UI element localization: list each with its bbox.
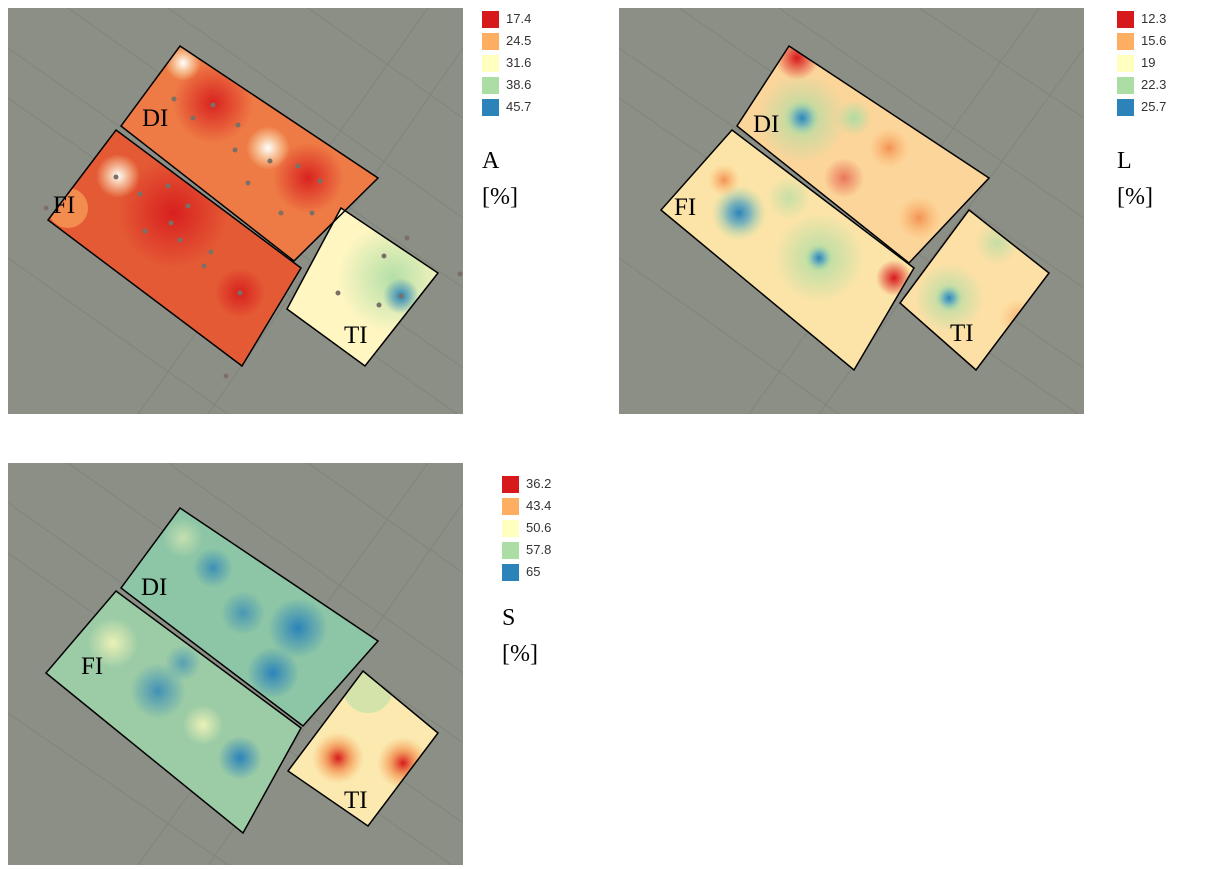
legend-value: 45.7 [506, 99, 532, 114]
legend-swatch [482, 11, 499, 28]
zone-boundaries [44, 506, 440, 835]
panel-l: DI FI TI 12.3 15.6 19 22.3 25.7 L [%] [612, 0, 1205, 420]
legend-value: 57.8 [526, 542, 552, 557]
legend-swatch [1117, 99, 1134, 116]
legend-value: 25.7 [1141, 99, 1167, 114]
sample-points [43, 96, 463, 379]
legend-unit: [%] [482, 184, 518, 210]
zone-label-di: DI [753, 111, 779, 138]
legend-value: 65 [526, 564, 541, 579]
zone-label-fi: FI [674, 194, 696, 221]
legend-unit: [%] [1117, 184, 1153, 210]
legend-value: 50.6 [526, 520, 552, 535]
legend-s: 36.2 43.4 50.6 57.8 65 S [%] [502, 475, 592, 695]
panel-a: DI FI TI 17.4 24.5 31.6 38.6 45.7 A [%] [0, 0, 600, 420]
legend-value: 24.5 [506, 33, 532, 48]
map-l-svg: DI FI TI [619, 8, 1084, 414]
zone-label-fi: FI [81, 653, 103, 680]
legend-l: 12.3 15.6 19 22.3 25.7 L [%] [1117, 10, 1202, 230]
legend-swatch [502, 542, 519, 559]
zone-boundaries [659, 44, 1051, 372]
map-l: DI FI TI [619, 8, 1084, 414]
legend-value: 31.6 [506, 55, 532, 70]
legend-swatch [502, 520, 519, 537]
zone-label-di: DI [141, 574, 167, 601]
zone-label-ti: TI [344, 787, 368, 814]
map-a-svg: DI FI TI [8, 8, 463, 414]
legend-value: 15.6 [1141, 33, 1167, 48]
legend-value: 38.6 [506, 77, 532, 92]
legend-swatch [1117, 11, 1134, 28]
legend-swatch [482, 77, 499, 94]
zone-label-fi: FI [53, 192, 75, 219]
zone-boundaries [46, 44, 440, 368]
zone-label-di: DI [142, 105, 168, 132]
map-a: DI FI TI [8, 8, 463, 414]
legend-swatch [1117, 33, 1134, 50]
map-s: DI FI TI [8, 463, 463, 865]
legend-unit: [%] [502, 641, 538, 667]
legend-swatch [1117, 55, 1134, 72]
legend-swatch [502, 498, 519, 515]
map-s-svg: DI FI TI [8, 463, 463, 865]
legend-value: 43.4 [526, 498, 552, 513]
legend-swatch [502, 476, 519, 493]
legend-variable: A [482, 148, 500, 174]
legend-swatch [1117, 77, 1134, 94]
legend-swatch [482, 99, 499, 116]
zone-label-ti: TI [344, 322, 368, 349]
legend-value: 17.4 [506, 11, 532, 26]
legend-value: 22.3 [1141, 77, 1167, 92]
legend-swatch [482, 33, 499, 50]
legend-a: 17.4 24.5 31.6 38.6 45.7 A [%] [482, 10, 592, 230]
legend-variable: L [1117, 148, 1132, 174]
legend-value: 36.2 [526, 476, 552, 491]
legend-swatch [482, 55, 499, 72]
zone-label-ti: TI [950, 320, 974, 347]
legend-swatch [502, 564, 519, 581]
legend-value: 19 [1141, 55, 1156, 70]
legend-variable: S [502, 605, 516, 631]
panel-s: DI FI TI 36.2 43.4 50.6 57.8 65 S [%] [0, 455, 600, 869]
legend-value: 12.3 [1141, 11, 1167, 26]
